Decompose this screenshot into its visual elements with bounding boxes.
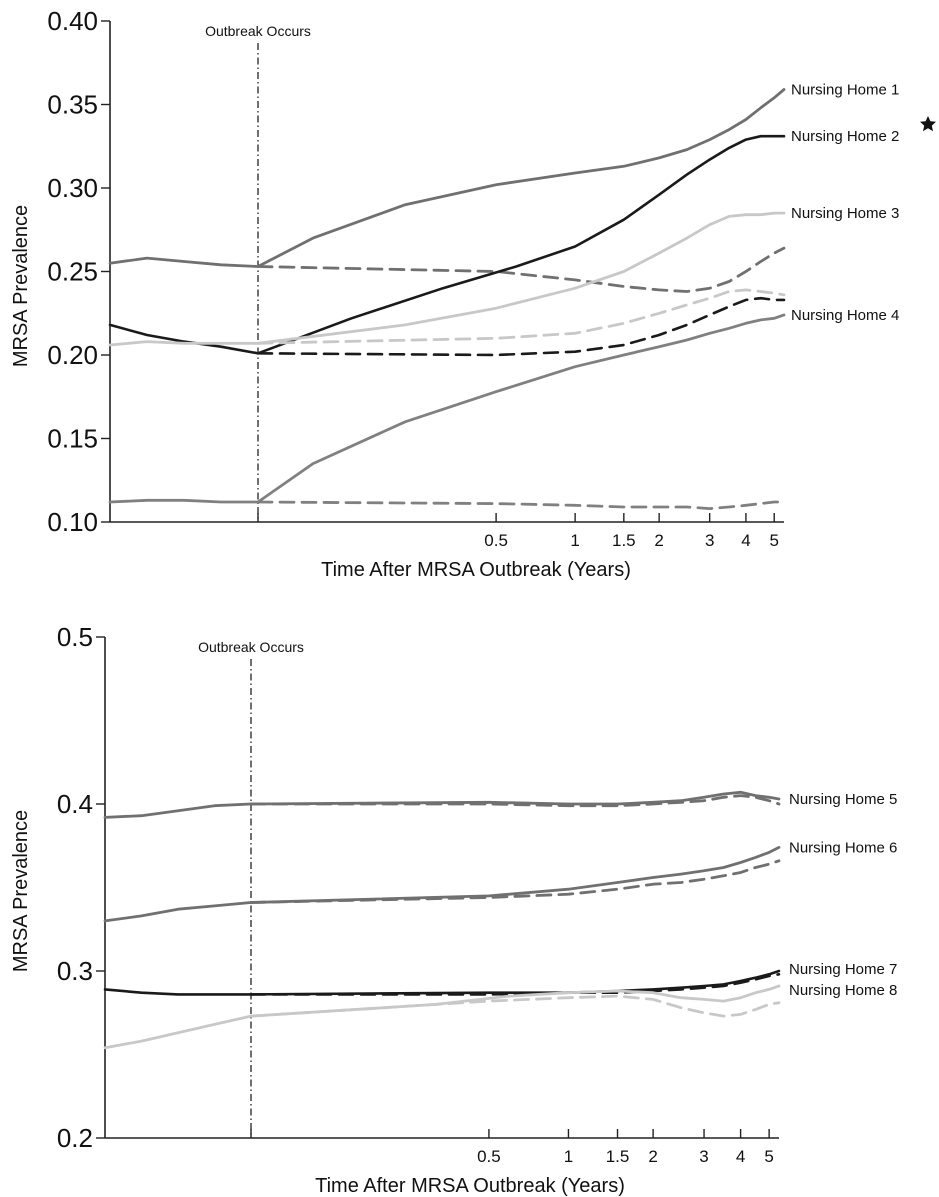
series-label: Nursing Home 3 xyxy=(791,205,899,222)
series-dashed-line xyxy=(256,246,786,293)
series-dashed-line xyxy=(249,859,781,904)
star-icon xyxy=(920,116,936,132)
series-line xyxy=(103,790,781,819)
bottom-x-axis-title: Time After MRSA Outbreak (Years) xyxy=(315,1175,625,1197)
series-dashed-line xyxy=(256,288,786,345)
series-line xyxy=(108,88,786,268)
series-line xyxy=(103,984,781,1050)
series-dashed-line xyxy=(249,794,781,808)
top-y-ticks: 0.10 0.15 0.20 0.25 0.30 0.35 0.40 xyxy=(47,6,110,537)
series-line xyxy=(103,846,781,923)
top-y-axis-title: MRSA Prevalence xyxy=(10,205,32,367)
top-x-axis-title: Time After MRSA Outbreak (Years) xyxy=(321,559,631,581)
y-tick-label: 0.10 xyxy=(47,507,98,537)
series-label: Nursing Home 4 xyxy=(791,307,899,324)
x-tick-label: 3 xyxy=(699,1147,708,1166)
series-dashed-line xyxy=(256,296,786,357)
x-tick-label: 0.5 xyxy=(477,1147,501,1166)
y-tick-label: 0.40 xyxy=(47,6,98,36)
top-x-ticks: 0.5 1 1.5 2 3 4 5 xyxy=(257,513,779,550)
series-line xyxy=(108,134,786,355)
top-outbreak-label: Outbreak Occurs xyxy=(205,23,311,39)
series-dashed-line xyxy=(249,973,781,996)
x-tick-label: 5 xyxy=(764,1147,773,1166)
y-tick-label: 0.20 xyxy=(47,340,98,370)
x-tick-label: 0.5 xyxy=(484,531,508,550)
x-tick-label: 1 xyxy=(564,1147,573,1166)
x-tick-label: 3 xyxy=(705,531,714,550)
x-tick-label: 1.5 xyxy=(606,1147,630,1166)
y-tick-label: 0.25 xyxy=(47,257,98,287)
top-chart-panel: 0.10 0.15 0.20 0.25 0.30 0.35 0.40 0.5 1 1.5 2 3 4 5… xyxy=(10,6,936,581)
series-label: Nursing Home 7 xyxy=(789,961,897,978)
x-tick-label: 2 xyxy=(654,531,663,550)
y-tick-label: 0.15 xyxy=(47,424,98,454)
y-tick-label: 0.3 xyxy=(57,956,93,986)
top-series-lines xyxy=(108,88,786,510)
series-label: Nursing Home 1 xyxy=(791,81,899,98)
top-series-labels: Nursing Home 1 Nursing Home 2 Nursing Home… xyxy=(791,81,899,323)
series-dashed-line xyxy=(256,500,786,510)
y-tick-label: 0.30 xyxy=(47,173,98,203)
series-line xyxy=(108,313,786,504)
bottom-chart-panel: 0.2 0.3 0.4 0.5 0.5 1 1.5 2 3 4 5 Outbreak Occurs… xyxy=(10,622,897,1197)
bottom-outbreak-label: Outbreak Occurs xyxy=(198,639,304,655)
y-tick-label: 0.35 xyxy=(47,90,98,120)
series-dashed-line xyxy=(249,994,781,1018)
x-tick-label: 1 xyxy=(570,531,579,550)
bottom-series-lines xyxy=(103,790,781,1050)
x-tick-label: 4 xyxy=(736,1147,745,1166)
series-label: Nursing Home 8 xyxy=(789,982,897,999)
series-label: Nursing Home 5 xyxy=(789,791,897,808)
x-tick-label: 1.5 xyxy=(612,531,636,550)
x-tick-label: 4 xyxy=(741,531,750,550)
y-tick-label: 0.2 xyxy=(57,1123,93,1153)
x-tick-label: 2 xyxy=(648,1147,657,1166)
y-tick-label: 0.5 xyxy=(57,622,93,652)
bottom-series-labels: Nursing Home 5 Nursing Home 6 Nursing Home… xyxy=(789,791,897,999)
series-label: Nursing Home 2 xyxy=(791,128,899,145)
bottom-x-ticks: 0.5 1 1.5 2 3 4 5 xyxy=(250,1129,774,1166)
bottom-y-ticks: 0.2 0.3 0.4 0.5 xyxy=(57,622,105,1153)
x-tick-label: 5 xyxy=(769,531,778,550)
y-tick-label: 0.4 xyxy=(57,789,93,819)
series-label: Nursing Home 6 xyxy=(789,839,897,856)
bottom-y-axis-title: MRSA Prevalence xyxy=(10,810,32,972)
series-line xyxy=(103,969,781,996)
series-line xyxy=(108,211,786,347)
